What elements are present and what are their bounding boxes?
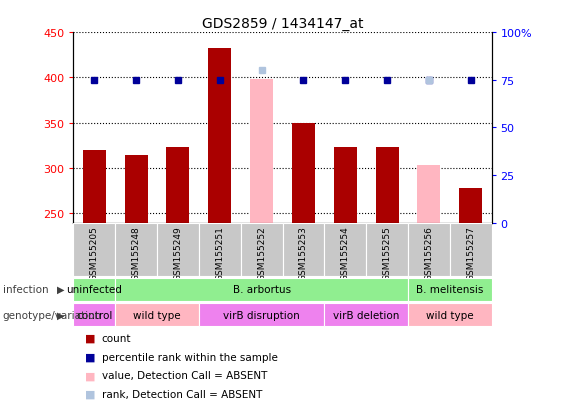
Text: B. melitensis: B. melitensis	[416, 285, 484, 294]
Text: percentile rank within the sample: percentile rank within the sample	[102, 352, 277, 362]
Text: GSM155252: GSM155252	[257, 225, 266, 280]
Text: control: control	[76, 310, 112, 320]
Bar	[83, 151, 106, 223]
Bar	[366, 223, 408, 277]
Text: count: count	[102, 333, 131, 343]
Bar	[376, 148, 398, 223]
Text: GSM155257: GSM155257	[466, 225, 475, 280]
Text: ■: ■	[85, 370, 95, 380]
Text: ▶: ▶	[56, 310, 64, 320]
Text: GSM155205: GSM155205	[90, 225, 99, 280]
Text: wild type: wild type	[426, 310, 473, 320]
Text: GSM155248: GSM155248	[132, 225, 141, 280]
Title: GDS2859 / 1434147_at: GDS2859 / 1434147_at	[202, 17, 363, 31]
Text: virB deletion: virB deletion	[333, 310, 399, 320]
Bar	[167, 148, 189, 223]
Text: genotype/variation: genotype/variation	[3, 310, 102, 320]
Text: value, Detection Call = ABSENT: value, Detection Call = ABSENT	[102, 370, 267, 380]
Text: GSM155255: GSM155255	[383, 225, 392, 280]
Bar	[208, 49, 231, 223]
Bar	[450, 223, 492, 277]
Text: GSM155254: GSM155254	[341, 225, 350, 280]
Text: ■: ■	[85, 352, 95, 362]
Bar	[324, 304, 408, 327]
Text: infection: infection	[3, 285, 49, 294]
Bar	[241, 223, 282, 277]
Bar	[115, 223, 157, 277]
Text: virB disruption: virB disruption	[223, 310, 300, 320]
Bar	[199, 223, 241, 277]
Bar	[282, 223, 324, 277]
Bar	[157, 223, 199, 277]
Text: rank, Detection Call = ABSENT: rank, Detection Call = ABSENT	[102, 389, 262, 399]
Text: ■: ■	[85, 333, 95, 343]
Bar	[73, 304, 115, 327]
Bar	[199, 304, 324, 327]
Bar	[324, 223, 366, 277]
Bar	[125, 155, 147, 223]
Text: wild type: wild type	[133, 310, 181, 320]
Text: B. arbortus: B. arbortus	[233, 285, 290, 294]
Bar	[408, 223, 450, 277]
Text: GSM155253: GSM155253	[299, 225, 308, 280]
Bar	[408, 278, 492, 301]
Bar	[250, 80, 273, 223]
Bar	[459, 189, 482, 223]
Text: GSM155251: GSM155251	[215, 225, 224, 280]
Bar	[334, 148, 357, 223]
Bar	[292, 123, 315, 223]
Bar	[408, 304, 492, 327]
Text: ■: ■	[85, 389, 95, 399]
Bar	[115, 304, 199, 327]
Text: GSM155249: GSM155249	[173, 225, 182, 280]
Bar	[418, 166, 440, 223]
Text: uninfected: uninfected	[67, 285, 122, 294]
Bar	[73, 278, 115, 301]
Bar	[115, 278, 408, 301]
Text: ▶: ▶	[56, 285, 64, 294]
Bar	[73, 223, 115, 277]
Text: GSM155256: GSM155256	[424, 225, 433, 280]
